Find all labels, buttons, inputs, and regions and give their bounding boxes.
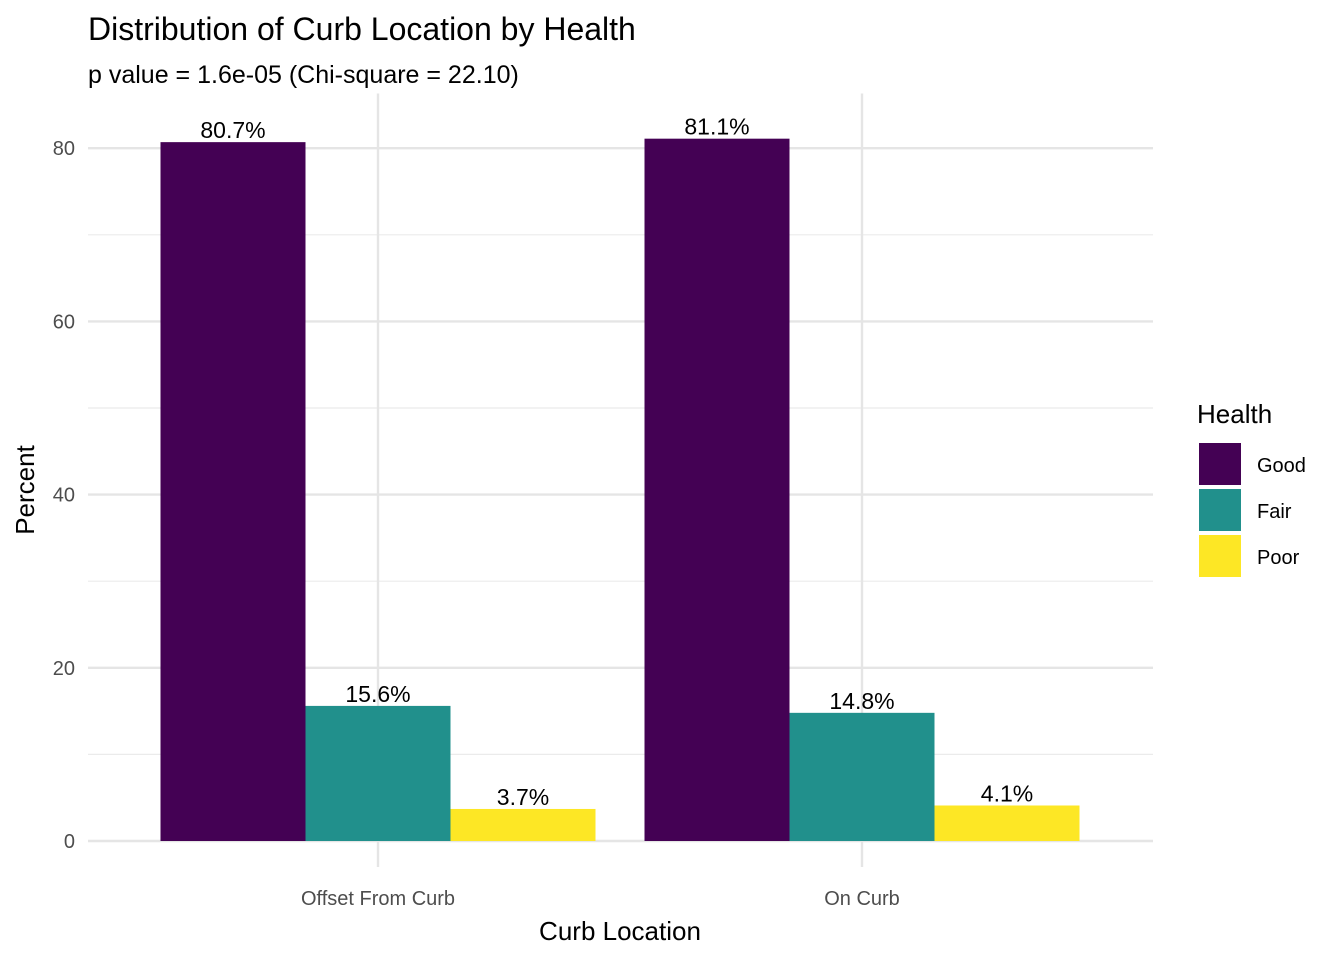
y-tick-label: 80 <box>53 138 75 160</box>
y-axis-title: Percent <box>10 444 40 534</box>
legend-title: Health <box>1197 399 1272 429</box>
data-label-good-2: 81.1% <box>684 114 749 140</box>
data-label-fair-2: 14.8% <box>829 688 894 714</box>
legend-items: Good Fair Poor <box>1199 443 1306 577</box>
y-tick-label: 20 <box>53 658 75 680</box>
data-label-poor-2: 4.1% <box>981 780 1033 806</box>
chart-subtitle: p value = 1.6e-05 (Chi-square = 22.10) <box>88 61 519 89</box>
y-axis-ticks: 0 20 40 60 80 <box>53 138 75 853</box>
bar-good-2 <box>644 138 790 841</box>
x-tick-label: Offset From Curb <box>301 888 455 910</box>
legend-label-poor: Poor <box>1257 547 1300 569</box>
x-axis-title: Curb Location <box>539 916 701 946</box>
data-labels: 80.7% 15.6% 3.7% 81.1% 14.8% 4.1% <box>200 114 1033 810</box>
legend: Health Good Fair Poor <box>1197 399 1306 577</box>
bar-fair-2 <box>789 712 935 841</box>
bar-poor-2 <box>934 805 1080 841</box>
legend-label-fair: Fair <box>1257 501 1292 523</box>
bar-good-1 <box>160 142 306 841</box>
x-tick-label: On Curb <box>824 888 900 910</box>
legend-swatch-good <box>1199 443 1241 485</box>
legend-swatch-poor <box>1199 535 1241 577</box>
y-tick-label: 0 <box>64 831 75 853</box>
chart-title: Distribution of Curb Location by Health <box>88 11 636 47</box>
y-tick-label: 60 <box>53 311 75 333</box>
legend-label-good: Good <box>1257 455 1306 477</box>
data-label-fair-1: 15.6% <box>345 681 410 707</box>
bar-poor-1 <box>450 808 596 841</box>
bars <box>160 138 1080 841</box>
y-tick-label: 40 <box>53 485 75 507</box>
data-label-good-1: 80.7% <box>200 117 265 143</box>
bar-fair-1 <box>305 705 451 841</box>
legend-swatch-fair <box>1199 489 1241 531</box>
data-label-poor-1: 3.7% <box>497 784 549 810</box>
x-axis-ticks: Offset From Curb On Curb <box>301 888 900 910</box>
